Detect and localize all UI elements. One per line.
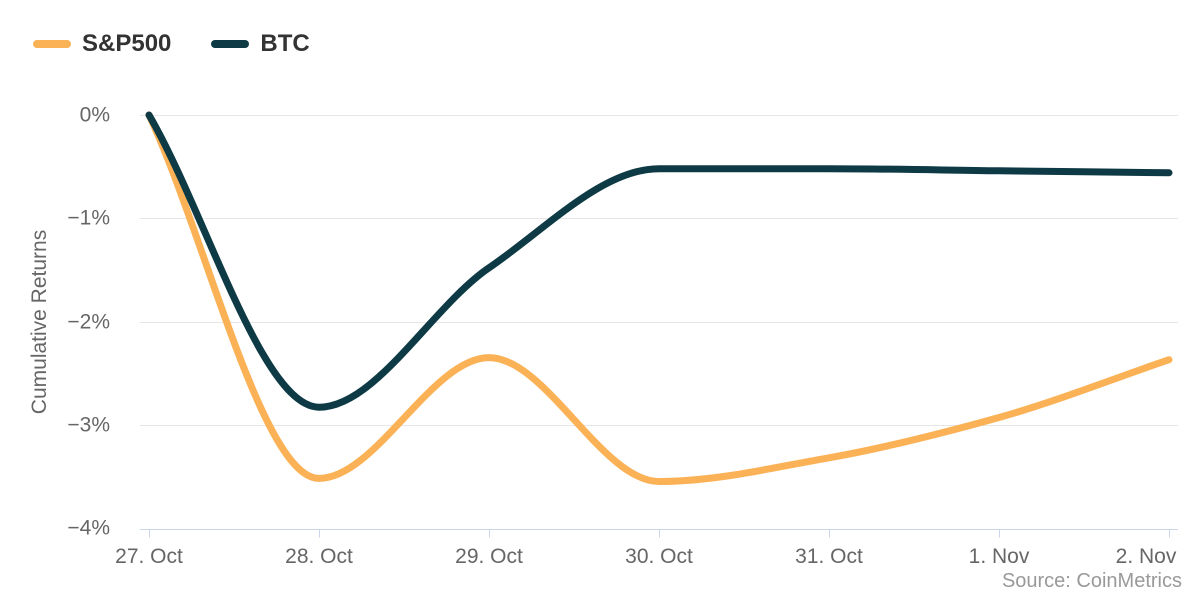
x-axis-label: 29. Oct (455, 545, 523, 568)
legend-label-sp500: S&P500 (82, 30, 172, 57)
legend: S&P500 BTC (33, 32, 310, 56)
legend-label-btc: BTC (260, 30, 310, 57)
legend-item-btc[interactable]: BTC (211, 30, 310, 57)
x-axis-label: 30. Oct (625, 545, 693, 568)
series-line-btc[interactable] (145, 111, 1173, 411)
x-axis-label: 1. Nov (968, 545, 1030, 568)
series-line-sp500[interactable] (145, 111, 1173, 485)
legend-swatch-btc-icon (211, 40, 250, 48)
x-axis-label: 2. Nov (1115, 545, 1177, 568)
y-axis-label: −3% (67, 413, 110, 437)
y-axis-label: −1% (67, 206, 110, 230)
x-axis-label: 28. Oct (285, 545, 353, 568)
y-axis-label: −4% (67, 516, 110, 540)
y-axis-label: −2% (67, 310, 110, 333)
legend-swatch-sp500-icon (33, 40, 71, 48)
x-axis-label: 31. Oct (795, 545, 863, 568)
y-axis-label: 0% (79, 103, 110, 127)
source-credit: Source: CoinMetrics (1001, 570, 1182, 592)
legend-item-sp500[interactable]: S&P500 (33, 32, 171, 56)
x-axis-label: 27. Oct (115, 545, 183, 568)
